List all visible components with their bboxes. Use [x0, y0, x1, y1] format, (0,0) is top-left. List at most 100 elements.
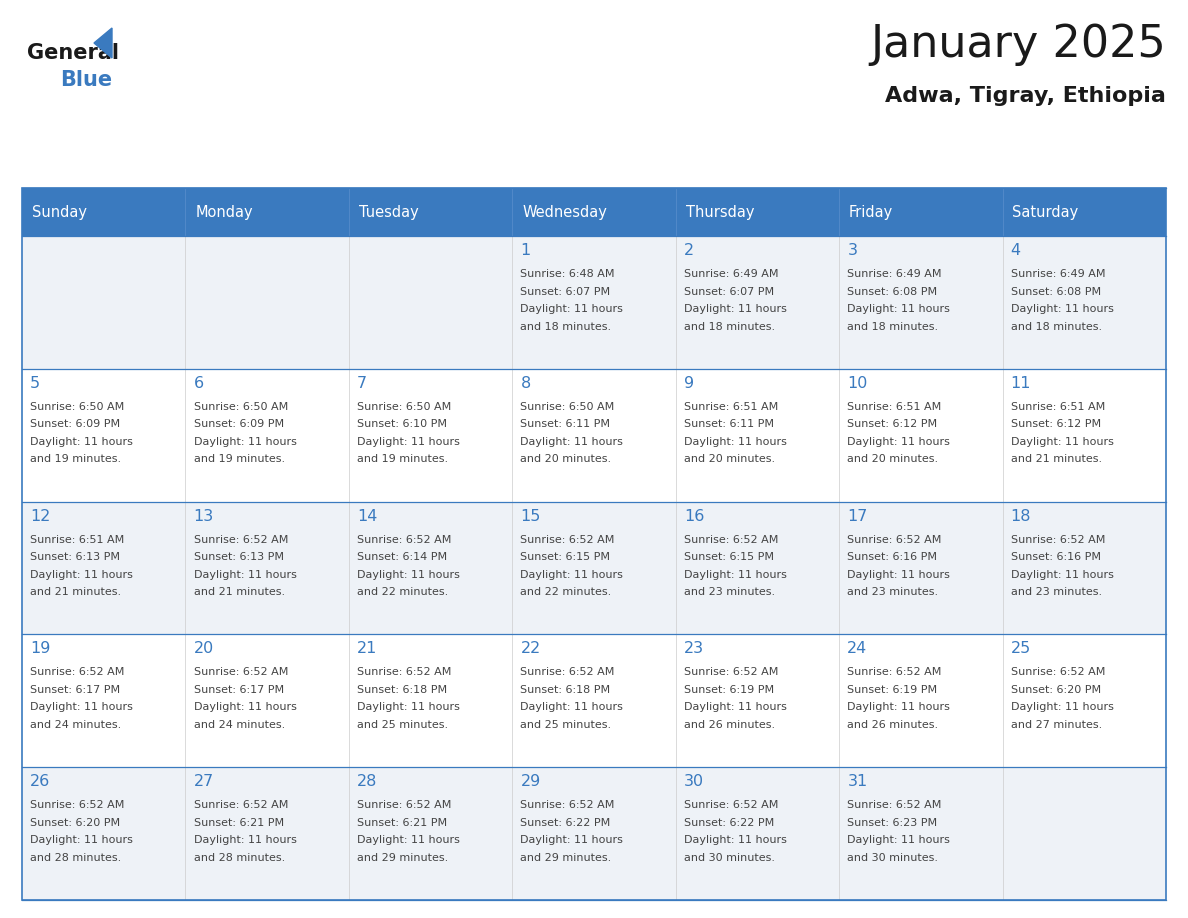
- Text: Sunset: 6:08 PM: Sunset: 6:08 PM: [1011, 286, 1101, 297]
- Text: Sunset: 6:13 PM: Sunset: 6:13 PM: [30, 553, 120, 562]
- Text: 5: 5: [30, 376, 40, 391]
- Text: and 24 minutes.: and 24 minutes.: [30, 720, 121, 730]
- Text: 13: 13: [194, 509, 214, 523]
- Text: 18: 18: [1011, 509, 1031, 523]
- Text: and 30 minutes.: and 30 minutes.: [684, 853, 775, 863]
- Text: 12: 12: [30, 509, 51, 523]
- Text: Sunday: Sunday: [32, 205, 87, 219]
- Text: and 27 minutes.: and 27 minutes.: [1011, 720, 1102, 730]
- Text: and 20 minutes.: and 20 minutes.: [684, 454, 775, 465]
- Text: Sunrise: 6:52 AM: Sunrise: 6:52 AM: [358, 667, 451, 677]
- Text: Sunset: 6:14 PM: Sunset: 6:14 PM: [358, 553, 447, 562]
- Text: 23: 23: [684, 642, 704, 656]
- Text: Daylight: 11 hours: Daylight: 11 hours: [847, 570, 950, 579]
- Text: Daylight: 11 hours: Daylight: 11 hours: [194, 437, 297, 447]
- Text: 29: 29: [520, 774, 541, 789]
- Text: Sunrise: 6:52 AM: Sunrise: 6:52 AM: [684, 800, 778, 811]
- Text: Thursday: Thursday: [685, 205, 754, 219]
- Text: Daylight: 11 hours: Daylight: 11 hours: [684, 437, 786, 447]
- Text: Friday: Friday: [849, 205, 893, 219]
- Bar: [676, 188, 839, 236]
- Text: 22: 22: [520, 642, 541, 656]
- Text: Sunrise: 6:52 AM: Sunrise: 6:52 AM: [194, 667, 287, 677]
- Bar: [23, 502, 1165, 634]
- Text: Sunrise: 6:49 AM: Sunrise: 6:49 AM: [847, 269, 942, 279]
- Text: Adwa, Tigray, Ethiopia: Adwa, Tigray, Ethiopia: [885, 86, 1165, 106]
- Bar: [23, 369, 1165, 502]
- Text: Daylight: 11 hours: Daylight: 11 hours: [684, 702, 786, 712]
- Text: Sunrise: 6:48 AM: Sunrise: 6:48 AM: [520, 269, 615, 279]
- Text: Sunset: 6:12 PM: Sunset: 6:12 PM: [1011, 420, 1101, 430]
- Text: Sunset: 6:08 PM: Sunset: 6:08 PM: [847, 286, 937, 297]
- Text: Sunrise: 6:52 AM: Sunrise: 6:52 AM: [684, 667, 778, 677]
- Text: 20: 20: [194, 642, 214, 656]
- Text: and 26 minutes.: and 26 minutes.: [847, 720, 939, 730]
- Text: Sunrise: 6:52 AM: Sunrise: 6:52 AM: [847, 534, 942, 544]
- Bar: [1003, 188, 1165, 236]
- Text: Daylight: 11 hours: Daylight: 11 hours: [847, 437, 950, 447]
- Text: Daylight: 11 hours: Daylight: 11 hours: [194, 570, 297, 579]
- Text: Sunset: 6:23 PM: Sunset: 6:23 PM: [847, 818, 937, 828]
- Text: Daylight: 11 hours: Daylight: 11 hours: [520, 304, 624, 314]
- Text: 2: 2: [684, 243, 694, 258]
- Text: Sunset: 6:19 PM: Sunset: 6:19 PM: [847, 685, 937, 695]
- Text: Sunset: 6:22 PM: Sunset: 6:22 PM: [520, 818, 611, 828]
- Text: and 25 minutes.: and 25 minutes.: [358, 720, 448, 730]
- Text: Sunset: 6:16 PM: Sunset: 6:16 PM: [847, 553, 937, 562]
- Text: Sunrise: 6:52 AM: Sunrise: 6:52 AM: [684, 534, 778, 544]
- Text: Daylight: 11 hours: Daylight: 11 hours: [30, 702, 133, 712]
- Text: Sunrise: 6:52 AM: Sunrise: 6:52 AM: [847, 800, 942, 811]
- Bar: [349, 188, 512, 236]
- Text: Sunrise: 6:51 AM: Sunrise: 6:51 AM: [847, 402, 942, 412]
- Text: Daylight: 11 hours: Daylight: 11 hours: [30, 835, 133, 845]
- Text: Blue: Blue: [61, 70, 112, 90]
- Text: Daylight: 11 hours: Daylight: 11 hours: [358, 835, 460, 845]
- Text: and 24 minutes.: and 24 minutes.: [194, 720, 285, 730]
- Text: 10: 10: [847, 376, 867, 391]
- Text: Daylight: 11 hours: Daylight: 11 hours: [520, 570, 624, 579]
- Text: Sunset: 6:15 PM: Sunset: 6:15 PM: [520, 553, 611, 562]
- Text: Sunrise: 6:52 AM: Sunrise: 6:52 AM: [520, 534, 615, 544]
- Text: Sunrise: 6:50 AM: Sunrise: 6:50 AM: [30, 402, 125, 412]
- Text: Sunset: 6:11 PM: Sunset: 6:11 PM: [520, 420, 611, 430]
- Text: Daylight: 11 hours: Daylight: 11 hours: [847, 835, 950, 845]
- Text: Sunrise: 6:52 AM: Sunrise: 6:52 AM: [1011, 534, 1105, 544]
- Text: 7: 7: [358, 376, 367, 391]
- Text: Sunset: 6:13 PM: Sunset: 6:13 PM: [194, 553, 284, 562]
- Text: Sunrise: 6:52 AM: Sunrise: 6:52 AM: [358, 534, 451, 544]
- Text: 4: 4: [1011, 243, 1020, 258]
- Text: Sunrise: 6:52 AM: Sunrise: 6:52 AM: [1011, 667, 1105, 677]
- Text: Sunset: 6:20 PM: Sunset: 6:20 PM: [1011, 685, 1101, 695]
- Text: Daylight: 11 hours: Daylight: 11 hours: [358, 702, 460, 712]
- Text: Sunset: 6:18 PM: Sunset: 6:18 PM: [520, 685, 611, 695]
- Polygon shape: [94, 28, 112, 58]
- Text: and 29 minutes.: and 29 minutes.: [520, 853, 612, 863]
- Text: 14: 14: [358, 509, 378, 523]
- Text: Sunrise: 6:50 AM: Sunrise: 6:50 AM: [520, 402, 614, 412]
- Text: Daylight: 11 hours: Daylight: 11 hours: [520, 702, 624, 712]
- Text: Sunset: 6:12 PM: Sunset: 6:12 PM: [847, 420, 937, 430]
- Text: Sunrise: 6:52 AM: Sunrise: 6:52 AM: [194, 534, 287, 544]
- Text: Sunset: 6:10 PM: Sunset: 6:10 PM: [358, 420, 447, 430]
- Text: 28: 28: [358, 774, 378, 789]
- Text: 21: 21: [358, 642, 378, 656]
- Text: Daylight: 11 hours: Daylight: 11 hours: [847, 702, 950, 712]
- Text: Daylight: 11 hours: Daylight: 11 hours: [520, 437, 624, 447]
- Text: Sunset: 6:07 PM: Sunset: 6:07 PM: [684, 286, 775, 297]
- Text: and 23 minutes.: and 23 minutes.: [847, 588, 939, 598]
- Text: 16: 16: [684, 509, 704, 523]
- Text: and 20 minutes.: and 20 minutes.: [847, 454, 939, 465]
- Text: and 21 minutes.: and 21 minutes.: [30, 588, 121, 598]
- Text: Daylight: 11 hours: Daylight: 11 hours: [30, 570, 133, 579]
- Text: Sunrise: 6:52 AM: Sunrise: 6:52 AM: [520, 667, 615, 677]
- Text: Daylight: 11 hours: Daylight: 11 hours: [358, 570, 460, 579]
- Text: and 18 minutes.: and 18 minutes.: [684, 321, 775, 331]
- Text: 30: 30: [684, 774, 704, 789]
- Text: Sunset: 6:16 PM: Sunset: 6:16 PM: [1011, 553, 1101, 562]
- Text: 9: 9: [684, 376, 694, 391]
- Text: and 29 minutes.: and 29 minutes.: [358, 853, 448, 863]
- Text: Tuesday: Tuesday: [359, 205, 418, 219]
- Text: Saturday: Saturday: [1012, 205, 1079, 219]
- Bar: [839, 188, 1003, 236]
- Text: Sunset: 6:21 PM: Sunset: 6:21 PM: [194, 818, 284, 828]
